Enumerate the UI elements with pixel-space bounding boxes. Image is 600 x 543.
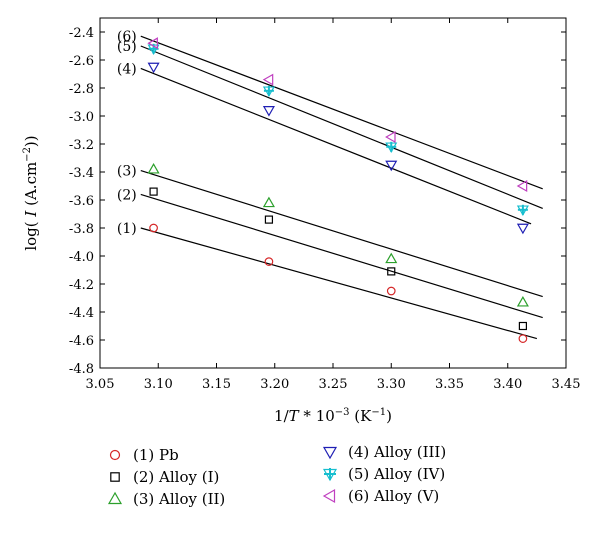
legend-marker-1 [109,449,121,461]
data-point-series-5 [385,141,398,154]
x-tick-label: 3.20 [260,377,289,392]
data-point-series-4 [147,62,160,74]
series-tag-5: (5) [117,39,137,55]
x-tick-label: 3.25 [319,377,348,392]
series-tag-1: (1) [117,221,137,237]
plot-frame [99,17,567,369]
fit-line-5 [140,45,543,209]
fit-line-2 [140,193,543,319]
fit-line-4 [140,67,532,225]
series-tags: (1) (2) (3) (4) (5)(6) [117,29,137,237]
axis-ticks: 3.05 3.10 3.15 3.20 3.25 3.30 3.35 3.40 3.45 -2.4… [69,18,581,392]
fit-line-6 [140,35,543,190]
series-tag-4: (4) [117,61,137,77]
series-tag-6: (6) [117,29,137,45]
data-point-series-1 [518,334,528,343]
data-point-series-1 [149,223,158,233]
x-tick-label: 3.35 [435,377,464,392]
data-point-series-3 [147,162,160,174]
legend-label-5: (5) Alloy (IV) [348,465,445,483]
data-point-series-6 [385,130,396,144]
data-point-series-6 [516,179,528,193]
data-point-series-6 [262,73,274,86]
data-point-series-1 [264,257,274,266]
legend-marker-2 [110,472,120,482]
legend-label-4: (4) Alloy (III) [348,443,446,461]
data-point-series-5 [262,85,275,98]
x-axis-title: 1/T * 10−3 (K−1) [274,407,392,425]
data-point-series-2 [387,267,396,276]
legend-label-1: (1) Pb [133,446,179,464]
data-point-series-3 [385,252,398,264]
y-tick-label: -4.6 [69,334,94,349]
legend-marker-5 [322,468,338,482]
data-point-series-3 [262,196,275,208]
series-tag-3: (3) [117,164,137,180]
y-tick-label: -2.6 [69,54,94,69]
fit-line-3 [140,170,543,298]
data-point-series-2 [264,215,274,224]
x-tick-label: 3.05 [86,377,115,392]
legend-label-6: (6) Alloy (V) [348,487,439,505]
fit-line-1 [140,227,538,340]
data-point-series-5 [516,204,529,217]
x-tick-label: 3.45 [552,377,581,392]
x-tick-label: 3.15 [202,377,231,392]
data-point-series-2 [149,187,158,196]
y-tick-label: -2.8 [69,82,94,97]
data-markers [147,37,529,343]
legend: (1) Pb (2) Alloy (I) (3) Alloy (II) (4) All… [107,443,446,508]
legend-label-3: (3) Alloy (II) [133,490,225,508]
x-tick-label: 3.10 [144,377,173,392]
data-point-series-4 [262,106,275,117]
legend-marker-6 [322,488,336,504]
data-point-series-2 [518,321,527,331]
fit-lines [140,35,543,340]
data-point-series-6 [147,37,158,50]
y-tick-label: -4.8 [69,362,94,377]
data-point-series-1 [386,286,396,296]
y-tick-label: -4.4 [69,306,94,321]
x-tick-label: 3.30 [377,377,406,392]
legend-marker-3 [107,491,123,505]
legend-label-2: (2) Alloy (I) [133,468,219,486]
y-tick-label: -3.0 [69,110,94,125]
data-point-series-3 [516,295,529,307]
y-tick-label: -3.2 [69,138,94,153]
x-tick-label: 3.40 [493,377,522,392]
y-tick-label: -4.2 [69,278,94,293]
series-tag-2: (2) [117,187,137,203]
y-axis-title: log( I (A.cm−2)) [22,135,40,250]
legend-marker-4 [322,446,338,460]
y-tick-label: -3.6 [69,194,94,209]
data-point-series-4 [385,160,398,172]
y-tick-label: -3.4 [69,166,94,181]
y-tick-label: -4.0 [69,250,94,265]
y-tick-label: -2.4 [69,26,94,41]
data-point-series-4 [516,223,529,235]
y-tick-label: -3.8 [69,222,94,237]
